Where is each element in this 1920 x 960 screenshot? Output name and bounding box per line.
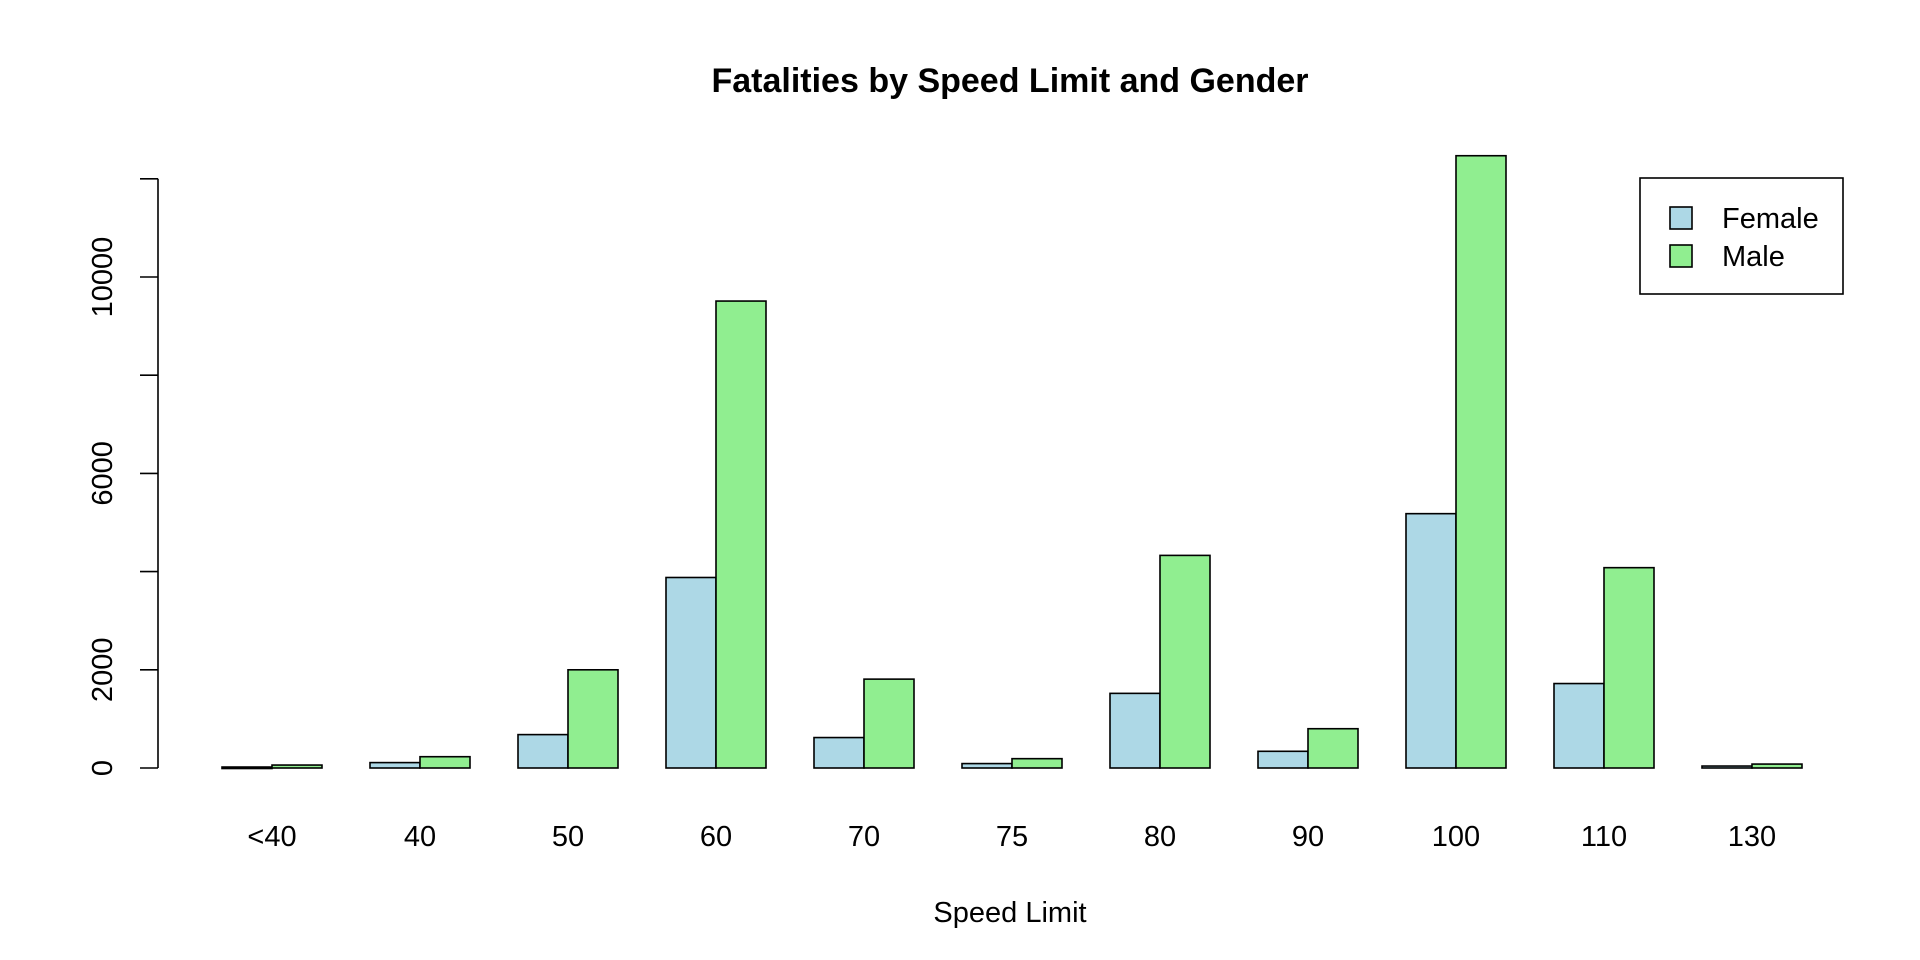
x-tick-label: 40 [404,821,436,853]
legend: Female Male [1639,177,1844,295]
y-axis: 0 2000 6000 10000 [87,178,159,776]
legend-label-female: Female [1722,203,1819,235]
chart-title: Fatalities by Speed Limit and Gender [711,62,1308,100]
legend-swatch-female [1669,206,1693,230]
bar-female [1553,682,1605,769]
bar-male [1011,757,1063,769]
bar-male [1751,763,1803,769]
bar-female [369,761,421,769]
x-tick-label: 70 [848,821,880,853]
bars [221,154,1803,770]
x-tick-label: 80 [1144,821,1176,853]
bar-female [1405,512,1457,769]
x-tick-label: 60 [700,821,732,853]
bar-male [1603,566,1655,769]
x-tick-label: 100 [1432,821,1480,853]
legend-label-male: Male [1722,241,1785,273]
bar-male [715,300,767,769]
x-tick-label: 110 [1581,821,1627,853]
bar-male [1159,554,1211,769]
x-tick-labels: <40 40 50 60 70 75 80 90 100 110 130 [247,821,1776,853]
bar-female [813,736,865,769]
bar-female [517,733,569,769]
legend-swatch-male [1669,244,1693,268]
bar-female [665,576,717,769]
y-tick-label: 0 [87,760,119,776]
x-tick-label: <40 [247,821,296,853]
bar-female [1109,692,1161,769]
y-tick-label: 2000 [87,638,119,703]
bar-male [567,668,619,769]
x-axis-label: Speed Limit [933,897,1086,929]
x-tick-label: 130 [1728,821,1776,853]
y-tick-label: 10000 [87,237,119,318]
bar-male [271,764,323,769]
bar-male [1307,727,1359,769]
x-tick-label: 90 [1292,821,1324,853]
y-tick-label: 6000 [87,441,119,506]
legend-box [1639,177,1844,295]
bar-female [961,762,1013,769]
x-tick-label: 50 [552,821,584,853]
bar-female [221,766,273,770]
bar-male [863,678,915,769]
bar-female [1701,765,1753,769]
bar-female [1257,750,1309,769]
x-tick-label: 75 [996,821,1028,853]
bar-male [419,755,471,769]
bar-male [1455,154,1507,769]
